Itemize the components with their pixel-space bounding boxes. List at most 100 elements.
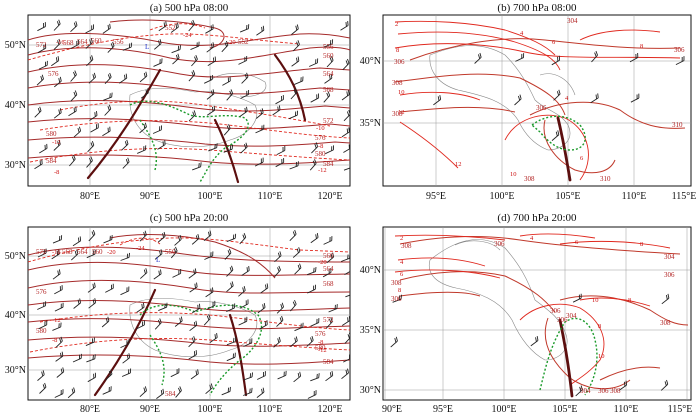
wind-barb	[341, 316, 350, 326]
wind-barb	[203, 230, 212, 241]
temperature-contours	[28, 237, 350, 353]
height-label: 568	[323, 86, 334, 94]
temp-label: 12	[455, 161, 462, 168]
wind-barb	[103, 92, 113, 101]
height-label: 564	[77, 38, 88, 46]
wind-barb	[188, 110, 196, 122]
wind-barb	[88, 229, 96, 242]
wind-barb	[275, 95, 284, 105]
wind-barb	[675, 56, 685, 66]
height-label: 306	[557, 316, 568, 324]
lon-axis: 80°E 90°E 100°E 110°E 120°E	[80, 191, 343, 202]
wind-barb	[103, 235, 113, 244]
wind-barb	[257, 371, 266, 380]
lon-tick: 110°E	[622, 191, 647, 202]
wind-barb	[309, 58, 319, 67]
terrain-outline	[429, 45, 576, 151]
temp-label: -12	[318, 347, 327, 354]
wind-barb	[70, 249, 79, 261]
height-label: 306	[598, 387, 609, 395]
height-label: 308	[524, 175, 535, 183]
wind-barb	[52, 235, 63, 244]
wind-barb	[53, 139, 61, 151]
panel-b: (b) 700 hPa 08:00	[360, 2, 697, 202]
wind-barb	[311, 142, 319, 154]
wind-barb	[175, 386, 182, 398]
wind-barb	[530, 335, 539, 347]
wind-barb	[209, 333, 218, 343]
wind-barb	[104, 72, 112, 85]
wind-barb	[345, 289, 350, 298]
wind-barb	[139, 268, 148, 279]
wind-barb	[256, 25, 265, 36]
wind-barb	[39, 143, 48, 154]
temp-label: -16	[52, 249, 61, 256]
wind-barb	[238, 316, 248, 326]
temp-label: 6	[400, 271, 404, 278]
wind-barb	[191, 303, 201, 314]
lon-axis: 95°E 100°E 105°E 110°E 115°E	[426, 191, 696, 202]
wind-barb	[661, 293, 670, 305]
height-label: 576	[315, 330, 326, 338]
wind-barb	[52, 322, 62, 331]
lon-tick: 80°E	[80, 191, 100, 202]
wind-barb	[154, 318, 162, 330]
height-label: 568	[62, 248, 73, 256]
wind-barb	[70, 90, 78, 102]
wind-barb	[72, 236, 82, 247]
wind-barb	[139, 230, 147, 242]
wind-barb	[105, 369, 113, 381]
wind-barb	[105, 283, 114, 293]
lon-tick: 115°E	[672, 191, 697, 202]
wind-barb	[289, 229, 297, 242]
height-label: 560	[323, 252, 334, 260]
wind-barb	[324, 73, 333, 84]
lon-tick: 120°E	[317, 404, 342, 415]
wind-barb	[290, 88, 298, 100]
wind-barb	[89, 111, 98, 121]
wind-barb	[343, 109, 350, 122]
height-label: 584	[323, 358, 334, 366]
lat-tick: 35°N	[360, 118, 381, 129]
panel-title: (b) 700 hPa 08:00	[497, 2, 577, 14]
wind-barb	[474, 52, 482, 64]
contour-labels: 308 306 304 306 308 306 304 306 308 306 …	[391, 235, 675, 395]
wind-barb	[153, 269, 162, 280]
height-label: 576	[315, 134, 326, 142]
temperature-contours	[394, 233, 671, 386]
height-label: 564	[323, 70, 334, 78]
wind-barb	[37, 43, 47, 54]
wind-barb	[54, 76, 62, 88]
shear-line	[139, 304, 263, 396]
wind-barb	[188, 336, 196, 348]
lat-tick: 30°N	[360, 385, 381, 396]
wind-barb	[121, 139, 129, 151]
panel-a: (a) 500 hPa 08:00	[5, 2, 351, 202]
wind-barb	[85, 337, 95, 347]
wind-barb	[203, 314, 211, 326]
temp-label: 4	[530, 235, 534, 242]
wind-barb	[205, 383, 213, 395]
wind-barb	[68, 106, 77, 117]
wind-barb	[239, 299, 249, 309]
wind-barb	[55, 351, 64, 362]
wind-barb	[67, 387, 76, 399]
wind-barb	[87, 282, 96, 293]
lon-tick: 95°E	[433, 404, 453, 415]
height-label: 306	[550, 307, 561, 315]
wind-barb	[88, 72, 96, 84]
lat-tick: 30°N	[5, 365, 26, 376]
wind-barb	[88, 298, 97, 309]
lon-tick: 110°E	[258, 191, 283, 202]
wind-barb	[238, 286, 246, 297]
lat-tick: 40°N	[360, 56, 381, 67]
wind-barb	[102, 126, 111, 137]
low-center-marker: L	[156, 256, 160, 264]
height-contours	[28, 19, 350, 165]
temp-label: -20	[318, 259, 327, 266]
wind-barb	[310, 318, 320, 327]
wind-barb	[136, 302, 145, 313]
wind-barb	[172, 53, 180, 65]
wind-barb	[223, 144, 234, 153]
lat-axis: 50°N 40°N 30°N	[5, 251, 26, 376]
